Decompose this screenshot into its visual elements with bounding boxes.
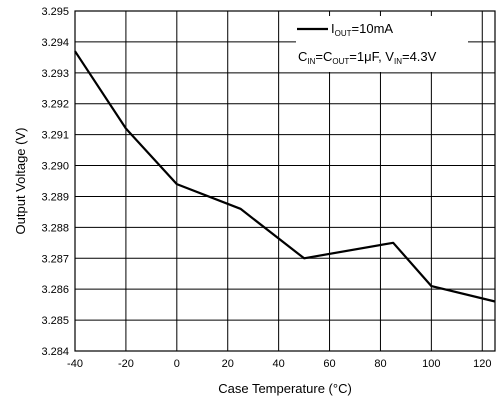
y-tick-label: 3.284 xyxy=(41,346,69,358)
x-tick-labels: -40 -20 0 20 40 60 80 100 120 xyxy=(67,358,491,370)
y-tick-label: 3.293 xyxy=(41,68,69,80)
y-tick-label: 3.286 xyxy=(41,284,69,296)
x-tick-label: 20 xyxy=(222,358,234,370)
plot-frame xyxy=(74,10,496,352)
y-tick-labels: 3.284 3.285 3.286 3.287 3.288 3.289 3.290 3.291… xyxy=(41,6,69,358)
y-tick-label: 3.290 xyxy=(41,161,69,173)
series-line-output-voltage xyxy=(74,50,496,303)
legend-entry-2: CIN=COUT=1μF, VIN=4.3V xyxy=(298,49,437,66)
x-tick-label: 0 xyxy=(174,358,180,370)
y-tick-label: 3.291 xyxy=(41,130,69,142)
y-tick-label: 3.295 xyxy=(41,6,69,18)
x-tick-label: 40 xyxy=(273,358,285,370)
x-tick-label: -20 xyxy=(118,358,134,370)
legend-entry-1: IOUT=10mA xyxy=(331,21,393,38)
y-tick-label: 3.292 xyxy=(41,99,69,111)
legend: IOUT=10mA CIN=COUT=1μF, VIN=4.3V xyxy=(296,16,468,72)
x-tick-label: 60 xyxy=(323,358,335,370)
x-tick-label: 80 xyxy=(374,358,386,370)
y-tick-label: 3.294 xyxy=(41,37,69,49)
y-tick-label: 3.288 xyxy=(41,222,69,234)
x-tick-label: 120 xyxy=(473,358,491,370)
y-tick-label: 3.289 xyxy=(41,191,69,203)
y-tick-label: 3.287 xyxy=(41,253,69,265)
y-tick-label: 3.285 xyxy=(41,315,69,327)
x-axis-label: Case Temperature (°C) xyxy=(218,381,352,396)
x-tick-label: 100 xyxy=(422,358,440,370)
x-tick-label: -40 xyxy=(67,358,83,370)
y-axis-label: Output Voltage (V) xyxy=(13,128,28,235)
